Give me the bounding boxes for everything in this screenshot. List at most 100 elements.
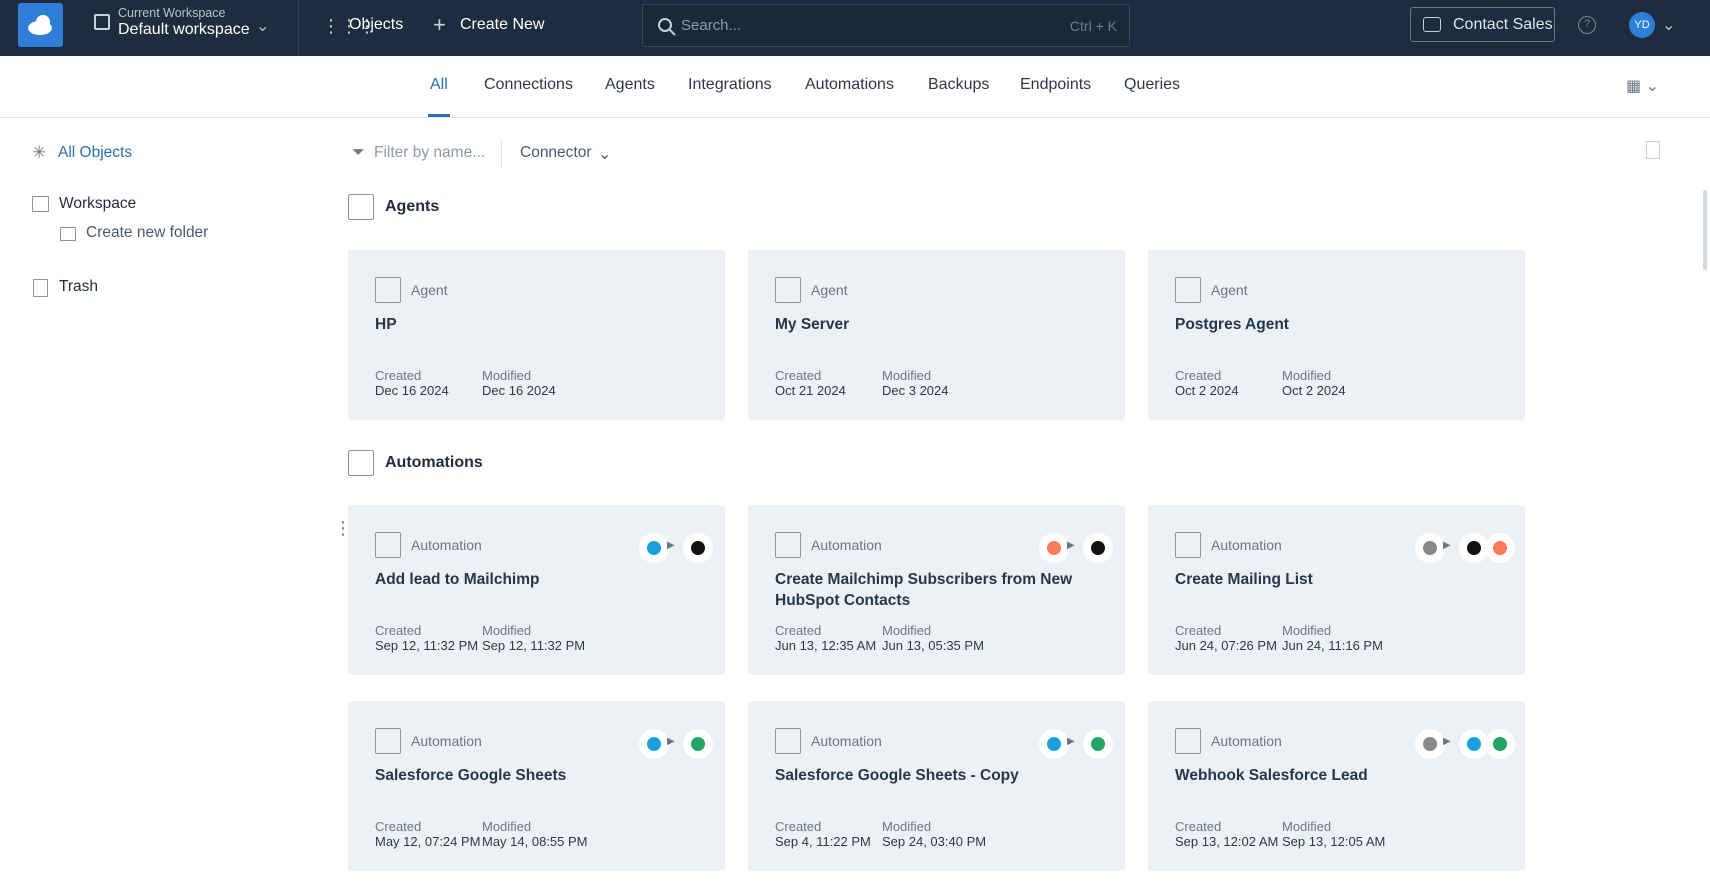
arrow: ▶	[667, 736, 675, 747]
view-toggle[interactable]: ▦ ⌄	[1626, 78, 1659, 95]
connector-icon	[1415, 729, 1445, 759]
avatar-chevron[interactable]: ⌄	[1662, 17, 1676, 34]
card-icon	[1175, 532, 1201, 558]
arrow: ▶	[667, 540, 675, 551]
scrollbar[interactable]	[1703, 190, 1707, 270]
connector-logo	[1047, 737, 1061, 751]
object-card[interactable]: Agent Postgres Agent Created Oct 2 2024 Modi…	[1148, 250, 1525, 420]
search-box[interactable]: Search... Ctrl + K	[642, 4, 1130, 47]
logo[interactable]	[18, 3, 63, 47]
created-label: Created	[1175, 623, 1222, 638]
contact-sales-button[interactable]: Contact Sales	[1410, 7, 1555, 42]
card-icon	[1175, 728, 1201, 754]
card-type: Agent	[1211, 282, 1248, 298]
object-card[interactable]: Automation Webhook Salesforce Lead Created…	[1148, 701, 1525, 871]
card-type: Automation	[811, 537, 882, 553]
created-value: Jun 13, 12:35 AM	[775, 638, 877, 653]
created-label: Created	[375, 623, 422, 638]
connector-icon	[1039, 533, 1069, 563]
created-value: Sep 12, 11:32 PM	[375, 638, 479, 653]
connector-logo	[1047, 541, 1061, 555]
tab[interactable]: Agents	[605, 76, 655, 93]
card-type: Automation	[1211, 537, 1282, 553]
sidebar-trash[interactable]: Trash	[59, 278, 99, 295]
object-card[interactable]: Agent My Server Created Oct 21 2024 Modified…	[748, 250, 1125, 420]
modified-label: Modified	[482, 623, 532, 638]
create-new[interactable]: Create New	[460, 16, 545, 33]
connector-icon	[1485, 729, 1515, 759]
more-icon[interactable]: ⋮	[334, 518, 352, 538]
object-card[interactable]: Automation Create Mailing List Created Jun …	[1148, 505, 1525, 675]
section-icon	[348, 450, 374, 476]
tab-bar: ▦ ⌄ All Connections Agents Integrations Auto…	[0, 56, 1710, 118]
card-name: HP	[375, 316, 397, 333]
connector-icon	[1415, 533, 1445, 563]
modified-label: Modified	[1282, 368, 1332, 383]
tab[interactable]: Backups	[928, 76, 990, 93]
connector-logo	[647, 737, 661, 751]
connector-icon	[1485, 533, 1515, 563]
card-icon	[1175, 277, 1201, 303]
created-label: Created	[1175, 819, 1222, 834]
objects-menu[interactable]: Objects	[349, 16, 404, 33]
contact-sales: Contact Sales	[1453, 16, 1553, 33]
created-label: Created	[1175, 368, 1222, 383]
arrow: ▶	[1443, 540, 1451, 551]
create-folder[interactable]: Create new folder	[86, 224, 209, 241]
connector-logo	[1423, 541, 1437, 555]
modified-value: Dec 3 2024	[882, 383, 949, 398]
tab[interactable]: Integrations	[688, 76, 772, 93]
workspace-icon	[94, 14, 110, 30]
object-card[interactable]: Automation Salesforce Google Sheets - Cop…	[748, 701, 1125, 871]
object-card[interactable]: Automation Add lead to Mailchimp Created Se…	[348, 505, 725, 675]
connector-icon	[1039, 729, 1069, 759]
created-label: Created	[375, 819, 422, 834]
search-placeholder: Search...	[681, 17, 742, 34]
search-shortcut: Ctrl + K	[1069, 18, 1117, 34]
connector-icon	[1459, 533, 1489, 563]
chat-icon	[1423, 17, 1441, 32]
connector-logo	[1423, 737, 1437, 751]
modified-label: Modified	[482, 368, 532, 383]
delete-icon[interactable]	[1646, 141, 1660, 159]
tab[interactable]: All	[430, 76, 448, 93]
workspace-name[interactable]: Default workspace	[118, 21, 250, 38]
card-name: Salesforce Google Sheets - Copy	[775, 767, 1019, 784]
connector-logo	[1091, 541, 1105, 555]
section-title: Automations	[385, 454, 483, 471]
card-name: Create Mailchimp Subscribers from New Hu…	[775, 571, 1073, 609]
tab[interactable]: Automations	[805, 76, 894, 93]
card-icon	[775, 277, 801, 303]
avatar[interactable]: YD	[1629, 12, 1655, 38]
tab[interactable]: Connections	[484, 76, 573, 93]
filter-icon: ⏷	[352, 144, 365, 161]
object-card[interactable]: Automation Salesforce Google Sheets Create…	[348, 701, 725, 871]
tab[interactable]: Endpoints	[1020, 76, 1092, 93]
plus-icon: +	[433, 12, 446, 37]
modified-value: Jun 24, 11:16 PM	[1282, 638, 1383, 653]
modified-value: Dec 16 2024	[482, 383, 556, 398]
modified-label: Modified	[882, 819, 932, 834]
connector-dropdown[interactable]: Connector	[520, 144, 592, 161]
created-value: Oct 21 2024	[775, 383, 846, 398]
card-icon	[775, 532, 801, 558]
created-value: Jun 24, 07:26 PM	[1175, 638, 1277, 653]
sidebar-workspace[interactable]: Workspace	[59, 195, 137, 212]
arrow: ▶	[1443, 736, 1451, 747]
modified-label: Modified	[1282, 819, 1332, 834]
logo-icon	[28, 15, 52, 35]
modified-value: Sep 13, 12:05 AM	[1282, 834, 1386, 849]
filter-input[interactable]: Filter by name...	[374, 144, 486, 161]
object-card[interactable]: Agent HP Created Dec 16 2024 Modified Dec 16 …	[348, 250, 725, 420]
help-icon[interactable]: ?	[1578, 16, 1596, 34]
created-value: Sep 4, 11:22 PM	[775, 834, 871, 849]
card-type: Automation	[411, 537, 482, 553]
object-card[interactable]: Automation Create Mailchimp Subscribers f…	[748, 505, 1125, 675]
tab[interactable]: Queries	[1124, 76, 1181, 93]
chevron[interactable]: ⌄	[256, 18, 270, 35]
all-objects[interactable]: All Objects	[58, 144, 133, 161]
modified-label: Modified	[882, 623, 932, 638]
workspace-label: Current Workspace	[118, 6, 226, 20]
